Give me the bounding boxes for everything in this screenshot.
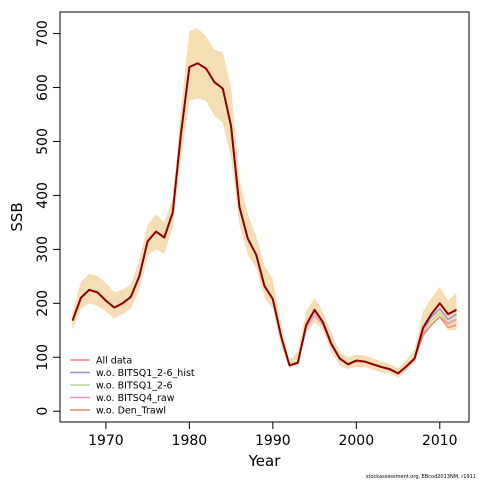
series-line-5 — [71, 62, 457, 375]
legend-label-0: All data — [96, 356, 132, 367]
x-tick-label: 1980 — [172, 433, 208, 449]
credit-text: stockassessment.org, EBcod2013NM, r1911 — [366, 474, 476, 480]
y-tick-label: 500 — [35, 128, 51, 155]
y-tick-label: 100 — [35, 344, 51, 371]
y-tick-label: 700 — [35, 20, 51, 47]
legend-label-1: w.o. BITSQ1_2-6_hist — [96, 368, 195, 379]
series-line-2 — [71, 62, 457, 375]
y-axis-label: SSB — [8, 202, 26, 231]
legend-label-3: w.o. BITSQ4_raw — [96, 393, 175, 404]
x-tick-label: 1990 — [255, 433, 291, 449]
confidence-band — [72, 28, 457, 378]
x-axis-ticks: 1970 1980 1990 2000 2010 — [88, 422, 458, 449]
x-tick-label: 1970 — [88, 433, 124, 449]
plot-frame — [59, 11, 470, 423]
series-lines-layer — [71, 62, 457, 375]
x-tick-label: 2000 — [338, 433, 374, 449]
series-line-3 — [71, 62, 457, 375]
series-line-4 — [71, 62, 457, 375]
y-tick-label: 200 — [35, 290, 51, 317]
series-line-0 — [71, 62, 457, 375]
y-tick-label: 300 — [35, 236, 51, 263]
confidence-band-layer — [72, 28, 457, 378]
series-line-1 — [71, 62, 457, 375]
legend-label-4: w.o. Den_Trawl — [96, 406, 166, 417]
y-axis-ticks: 0 100 200 300 400 500 600 700 — [35, 20, 60, 416]
y-tick-label: 0 — [35, 407, 51, 416]
legend-label-2: w.o. BITSQ1_2-6 — [96, 381, 173, 392]
y-tick-label: 600 — [35, 74, 51, 101]
x-axis-label: Year — [248, 452, 282, 470]
x-tick-label: 2010 — [422, 433, 458, 449]
y-tick-label: 400 — [35, 182, 51, 209]
